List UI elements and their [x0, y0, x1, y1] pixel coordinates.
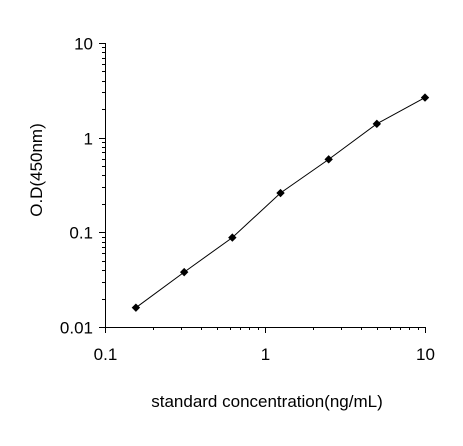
axes: [105, 43, 426, 328]
y-ticks: 10 1 0.1 0.01: [60, 35, 106, 338]
x-tick-label: 0.1: [94, 345, 118, 364]
y-tick-label: 10: [74, 35, 93, 54]
series-line: [135, 97, 426, 309]
y-axis-label: O.D(450nm): [27, 123, 46, 217]
data-point: [179, 267, 189, 277]
data-point: [372, 119, 382, 129]
data-point: [131, 303, 141, 312]
x-tick-label: 1: [261, 345, 270, 364]
y-tick-label: 1: [84, 130, 93, 149]
data-point: [228, 233, 237, 242]
data-point: [420, 93, 430, 102]
x-axis-label: standard concentration(ng/mL): [151, 392, 383, 411]
y-tick-label: 0.01: [60, 319, 93, 338]
y-tick-label: 0.1: [69, 224, 93, 243]
data-point: [276, 188, 285, 198]
series-group: [131, 93, 430, 312]
data-point: [324, 155, 333, 164]
x-ticks: 0.1 1 10: [94, 327, 435, 364]
x-tick-label: 10: [416, 345, 435, 364]
